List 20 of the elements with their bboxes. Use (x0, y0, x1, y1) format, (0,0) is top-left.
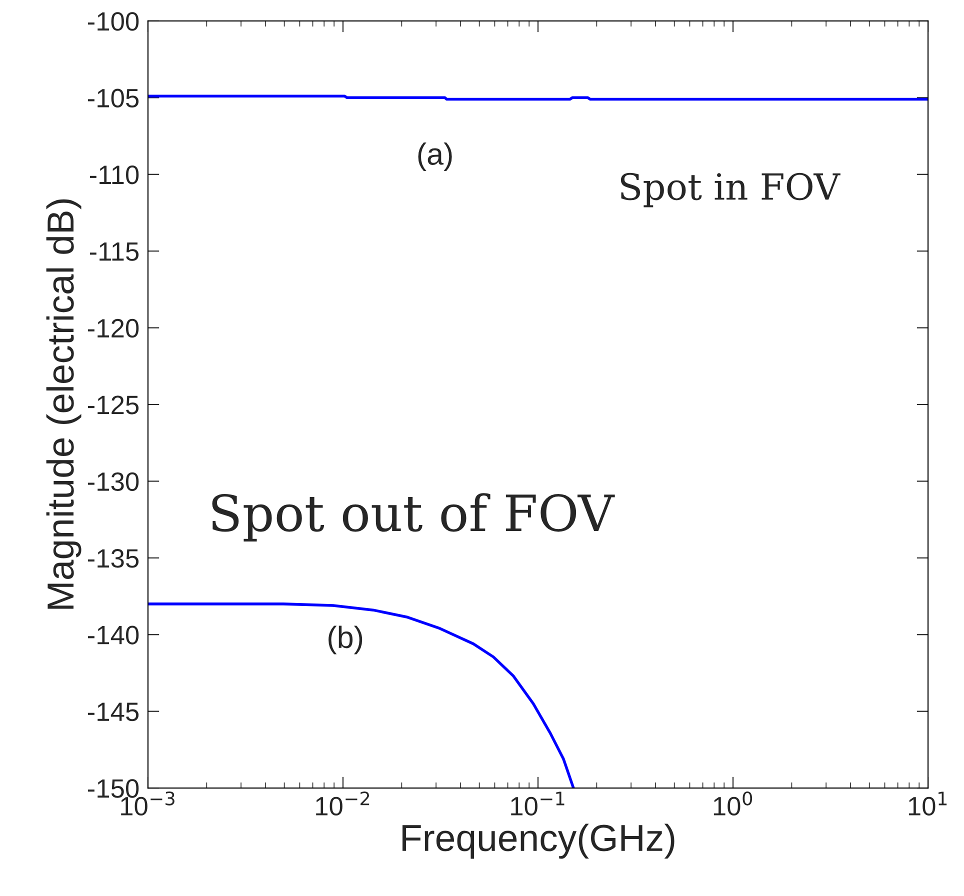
y-tick-label: -140 (88, 626, 139, 644)
annotation: (a) (418, 142, 452, 171)
x-tick-label: 10$^{−2}$ (316, 791, 370, 816)
y-tick-label: -110 (90, 166, 139, 184)
y-tick-label: -130 (88, 472, 139, 492)
y-tick-label: -105 (88, 88, 139, 108)
x-tick-label: 10$^{1}$ (908, 792, 947, 816)
y-tick-label: -115 (90, 242, 139, 261)
y-tick-label: -145 (88, 702, 139, 722)
annotation: (b) (328, 626, 362, 654)
annotation: Spot in FOV (620, 172, 840, 208)
y-tick-label: -100 (88, 12, 139, 31)
annotation: Spot out of FOV (212, 493, 615, 542)
y-axis-title: Magnitude (electrical dB) (46, 199, 82, 609)
y-tick-label: -125 (88, 396, 139, 414)
x-tick-label: 10$^{0}$ (714, 791, 752, 816)
x-tick-label: 10$^{−1}$ (511, 792, 564, 816)
x-axis-title: Frequency(GHz) (402, 824, 674, 859)
y-tick-label: -135 (88, 549, 139, 568)
y-tick-label: -120 (88, 318, 139, 338)
